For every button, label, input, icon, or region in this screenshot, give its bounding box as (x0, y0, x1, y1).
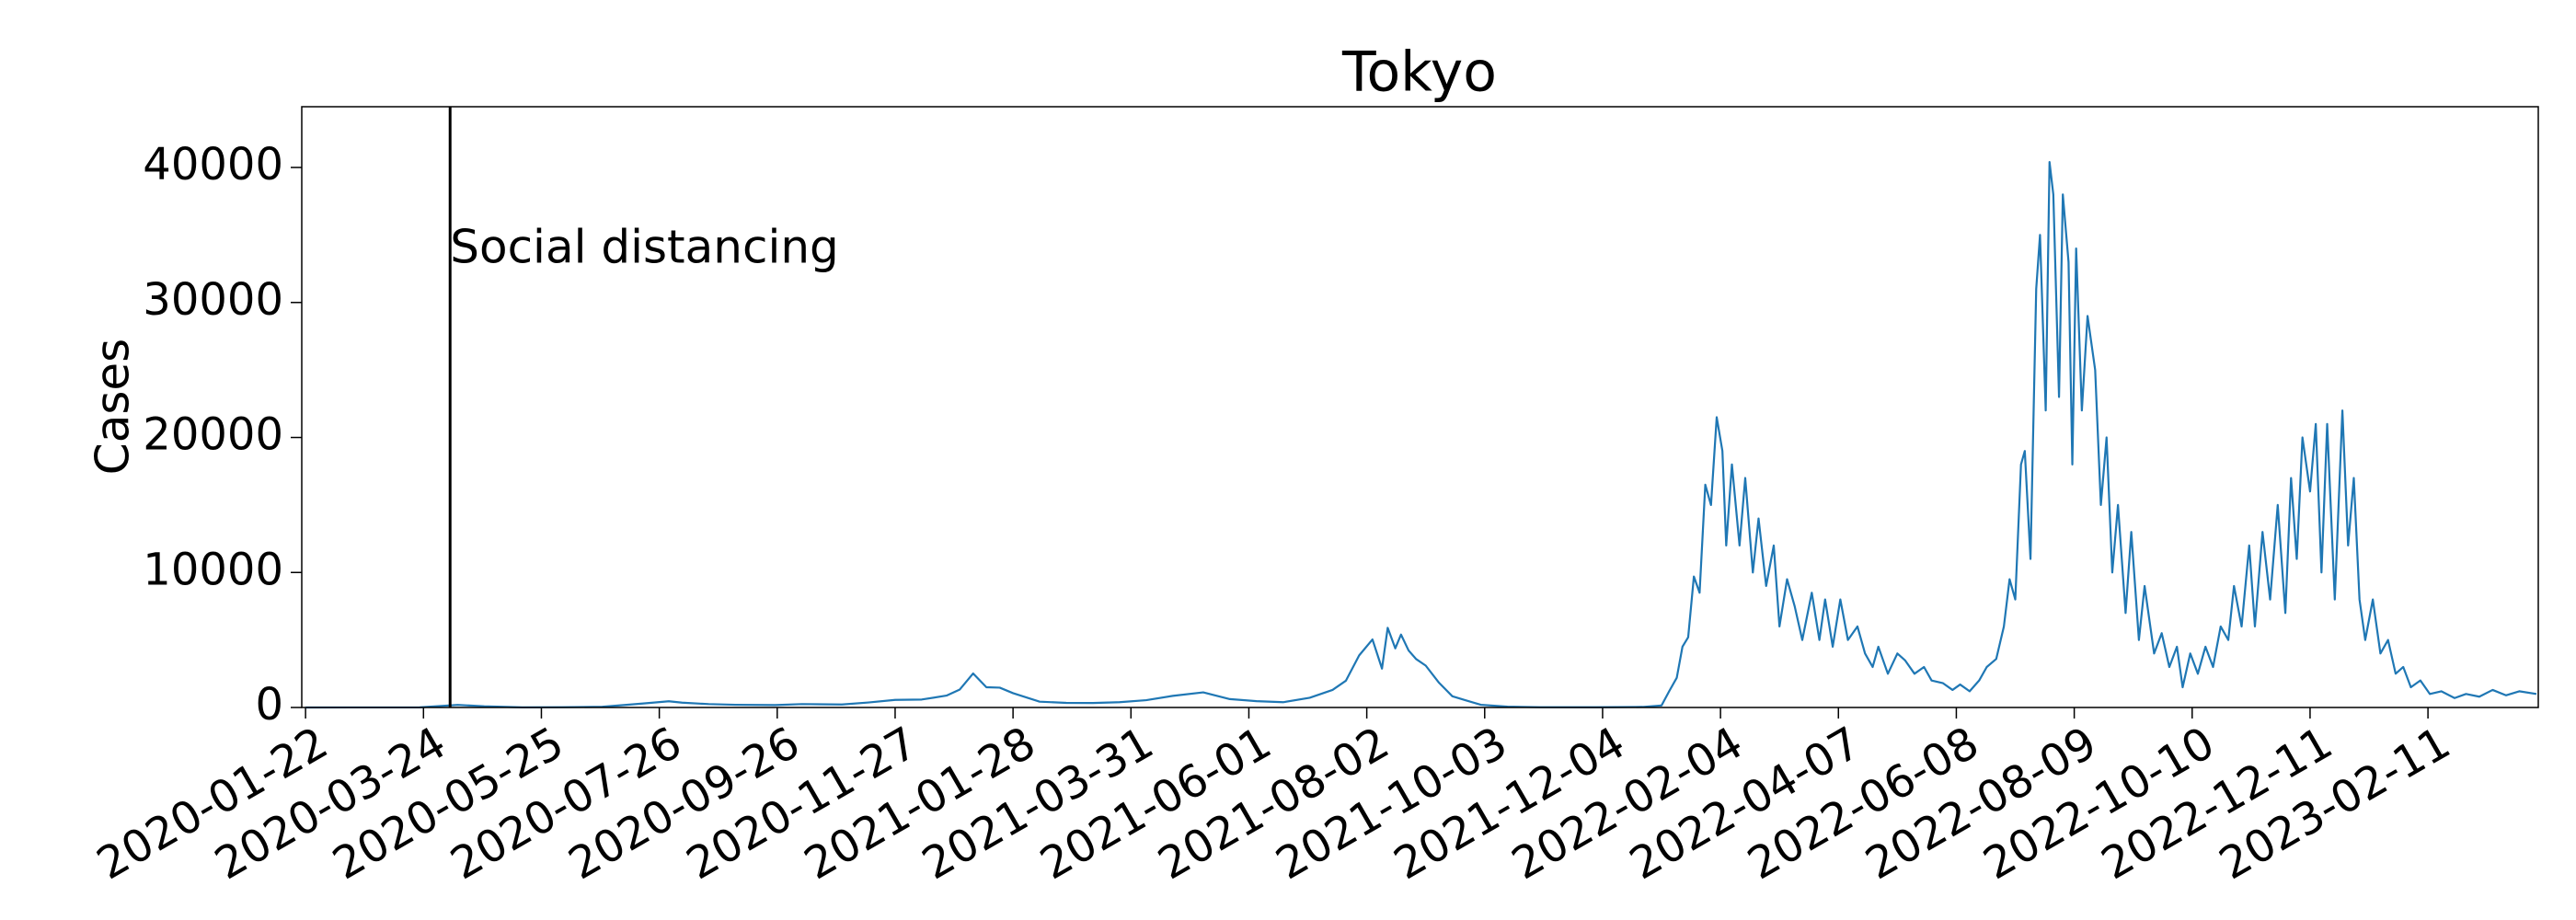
y-tick-label: 40000 (143, 139, 283, 190)
y-tick-label: 10000 (143, 544, 283, 595)
chart-title: Tokyo (1341, 40, 1497, 105)
annotation-text: Social distancing (450, 221, 839, 274)
y-tick-label: 0 (255, 679, 283, 730)
data-line (305, 161, 2537, 709)
y-tick-label: 20000 (143, 409, 283, 461)
plot-frame (301, 106, 2539, 708)
y-axis-label: Cases (86, 339, 140, 475)
y-tick-label: 30000 (143, 274, 283, 326)
